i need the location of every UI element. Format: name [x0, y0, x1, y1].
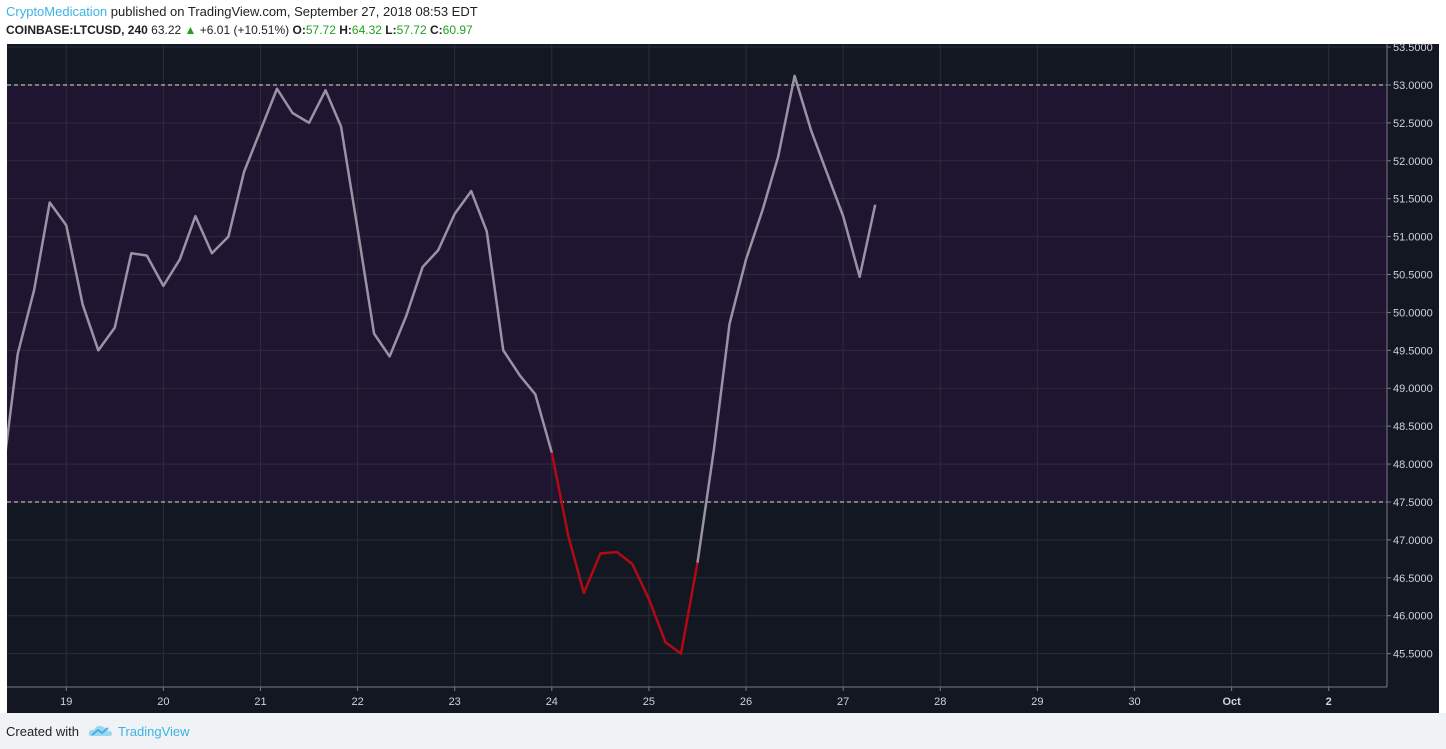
chart: 45.5000 46.0000 46.5000 47.0000 47.5000 48.00… — [7, 42, 1439, 713]
x-tick-label: 25 — [643, 696, 655, 708]
x-tick-label: 26 — [740, 696, 752, 708]
y-tick-label: 49.0000 — [1393, 383, 1433, 395]
y-tick-label: 50.0000 — [1393, 307, 1433, 319]
created-with: Created with — [6, 724, 79, 739]
y-tick-label: 53.5000 — [1393, 42, 1433, 54]
last: 63.22 — [151, 23, 182, 37]
l-label: L: — [385, 23, 397, 37]
x-tick-label: 29 — [1031, 696, 1043, 708]
y-tick-label: 50.5000 — [1393, 270, 1433, 282]
author[interactable]: CryptoMedication — [6, 4, 108, 19]
y-tick-label: 46.5000 — [1393, 573, 1433, 585]
y-tick-label: 52.0000 — [1393, 156, 1433, 168]
high: 64.32 — [351, 23, 382, 37]
y-tick-label: 51.0000 — [1393, 232, 1433, 244]
x-tick-label: 30 — [1128, 696, 1140, 708]
o-label: O: — [292, 23, 306, 37]
price-line — [696, 74, 877, 563]
arrow: ▲ — [184, 23, 197, 37]
y-tick-label: 51.5000 — [1393, 194, 1433, 206]
price-line — [550, 452, 699, 655]
close: 60.97 — [442, 23, 473, 37]
y-tick-label: 47.0000 — [1393, 535, 1433, 547]
x-tick-label: 22 — [351, 696, 363, 708]
published: published on TradingView.com, September … — [110, 4, 478, 19]
y-tick-label: 53.0000 — [1393, 80, 1433, 92]
x-tick-label: 28 — [934, 696, 946, 708]
range-band — [7, 84, 1387, 502]
y-tick-label: 52.5000 — [1393, 118, 1433, 130]
c-label: C: — [429, 23, 443, 37]
y-tick-label: 47.5000 — [1393, 497, 1433, 509]
x-tick-label: 27 — [837, 696, 849, 708]
x-tick-label: 2 — [1326, 696, 1332, 708]
y-tick-label: 45.5000 — [1393, 649, 1433, 661]
x-tick-label: 24 — [546, 696, 558, 708]
x-tick-label: 19 — [60, 696, 72, 708]
symbol: COINBASE:LTCUSD, 240 — [6, 23, 148, 37]
y-tick-label: 49.5000 — [1393, 345, 1433, 357]
x-tick-label: 23 — [449, 696, 461, 708]
open: 57.72 — [305, 23, 336, 37]
x-tick-label: 21 — [254, 696, 266, 708]
y-tick-label: 48.0000 — [1393, 459, 1433, 471]
x-tick-label: Oct — [1222, 696, 1241, 708]
low: 57.72 — [396, 23, 427, 37]
header: CryptoMedication published on TradingVie… — [6, 3, 478, 39]
y-tick-label: 48.5000 — [1393, 421, 1433, 433]
logo — [88, 725, 112, 736]
y-tick-label: 46.0000 — [1393, 611, 1433, 623]
footer: Created with TradingView — [0, 713, 1446, 749]
brand[interactable]: TradingView — [118, 724, 190, 739]
x-tick-label: 20 — [157, 696, 169, 708]
h-label: H: — [339, 23, 352, 37]
change: +6.01 (+10.51%) — [199, 23, 290, 37]
price-line — [7, 87, 554, 454]
